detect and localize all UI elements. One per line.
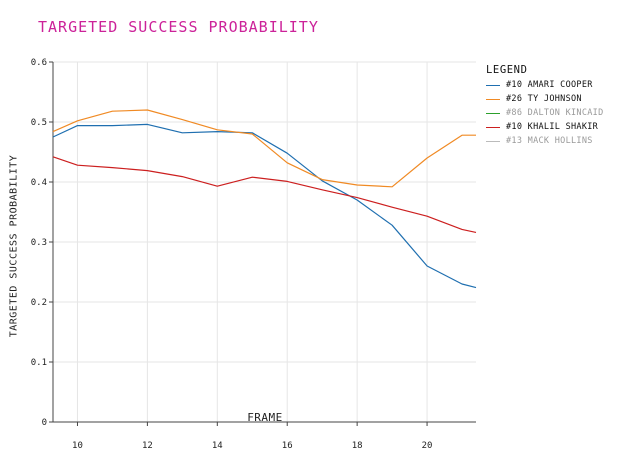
legend-swatch [486,98,500,100]
series-line-10-amari-cooper [52,123,477,289]
legend: LEGEND #10 AMARI COOPER #26 TY JOHNSON #86… [486,64,604,148]
y-tick-label: 0.4 [31,178,47,188]
chart-title: TARGETED SUCCESS PROBABILITY [38,18,319,36]
x-tick-label: 16 [282,441,293,451]
legend-item[interactable]: #86 DALTON KINCAID [486,106,604,120]
legend-title: LEGEND [486,64,528,76]
legend-item[interactable]: #13 MACK HOLLINS [486,134,604,148]
legend-label: #13 MACK HOLLINS [506,136,593,146]
y-tick-label: 0 [42,418,47,428]
legend-swatch [486,126,500,128]
x-tick-label: 14 [212,441,223,451]
legend-swatch [486,112,500,114]
legend-label: #86 DALTON KINCAID [506,108,604,118]
legend-label: #10 KHALIL SHAKIR [506,122,599,132]
y-tick-label: 0.5 [31,118,47,128]
y-tick-label: 0.6 [31,58,47,68]
series-line-26-ty-johnson [52,109,476,188]
x-tick-label: 18 [352,441,363,451]
y-tick-label: 0.1 [31,358,47,368]
legend-label: #10 AMARI COOPER [506,80,593,90]
y-tick-label: 0.2 [31,298,47,308]
x-tick-label: 12 [142,441,153,451]
x-tick-label: 20 [422,441,433,451]
legend-swatch [486,140,500,142]
legend-item[interactable]: #26 TY JOHNSON [486,92,604,106]
legend-items: #10 AMARI COOPER #26 TY JOHNSON #86 DALTON… [486,78,604,148]
x-axis-label: FRAME [247,411,283,424]
series-line-10-khalil-shakir [52,156,477,233]
legend-item[interactable]: #10 KHALIL SHAKIR [486,120,604,134]
legend-swatch [486,84,500,86]
x-tick-label: 10 [72,441,83,451]
y-tick-label: 0.3 [31,238,47,248]
legend-label: #26 TY JOHNSON [506,94,582,104]
legend-item[interactable]: #10 AMARI COOPER [486,78,604,92]
